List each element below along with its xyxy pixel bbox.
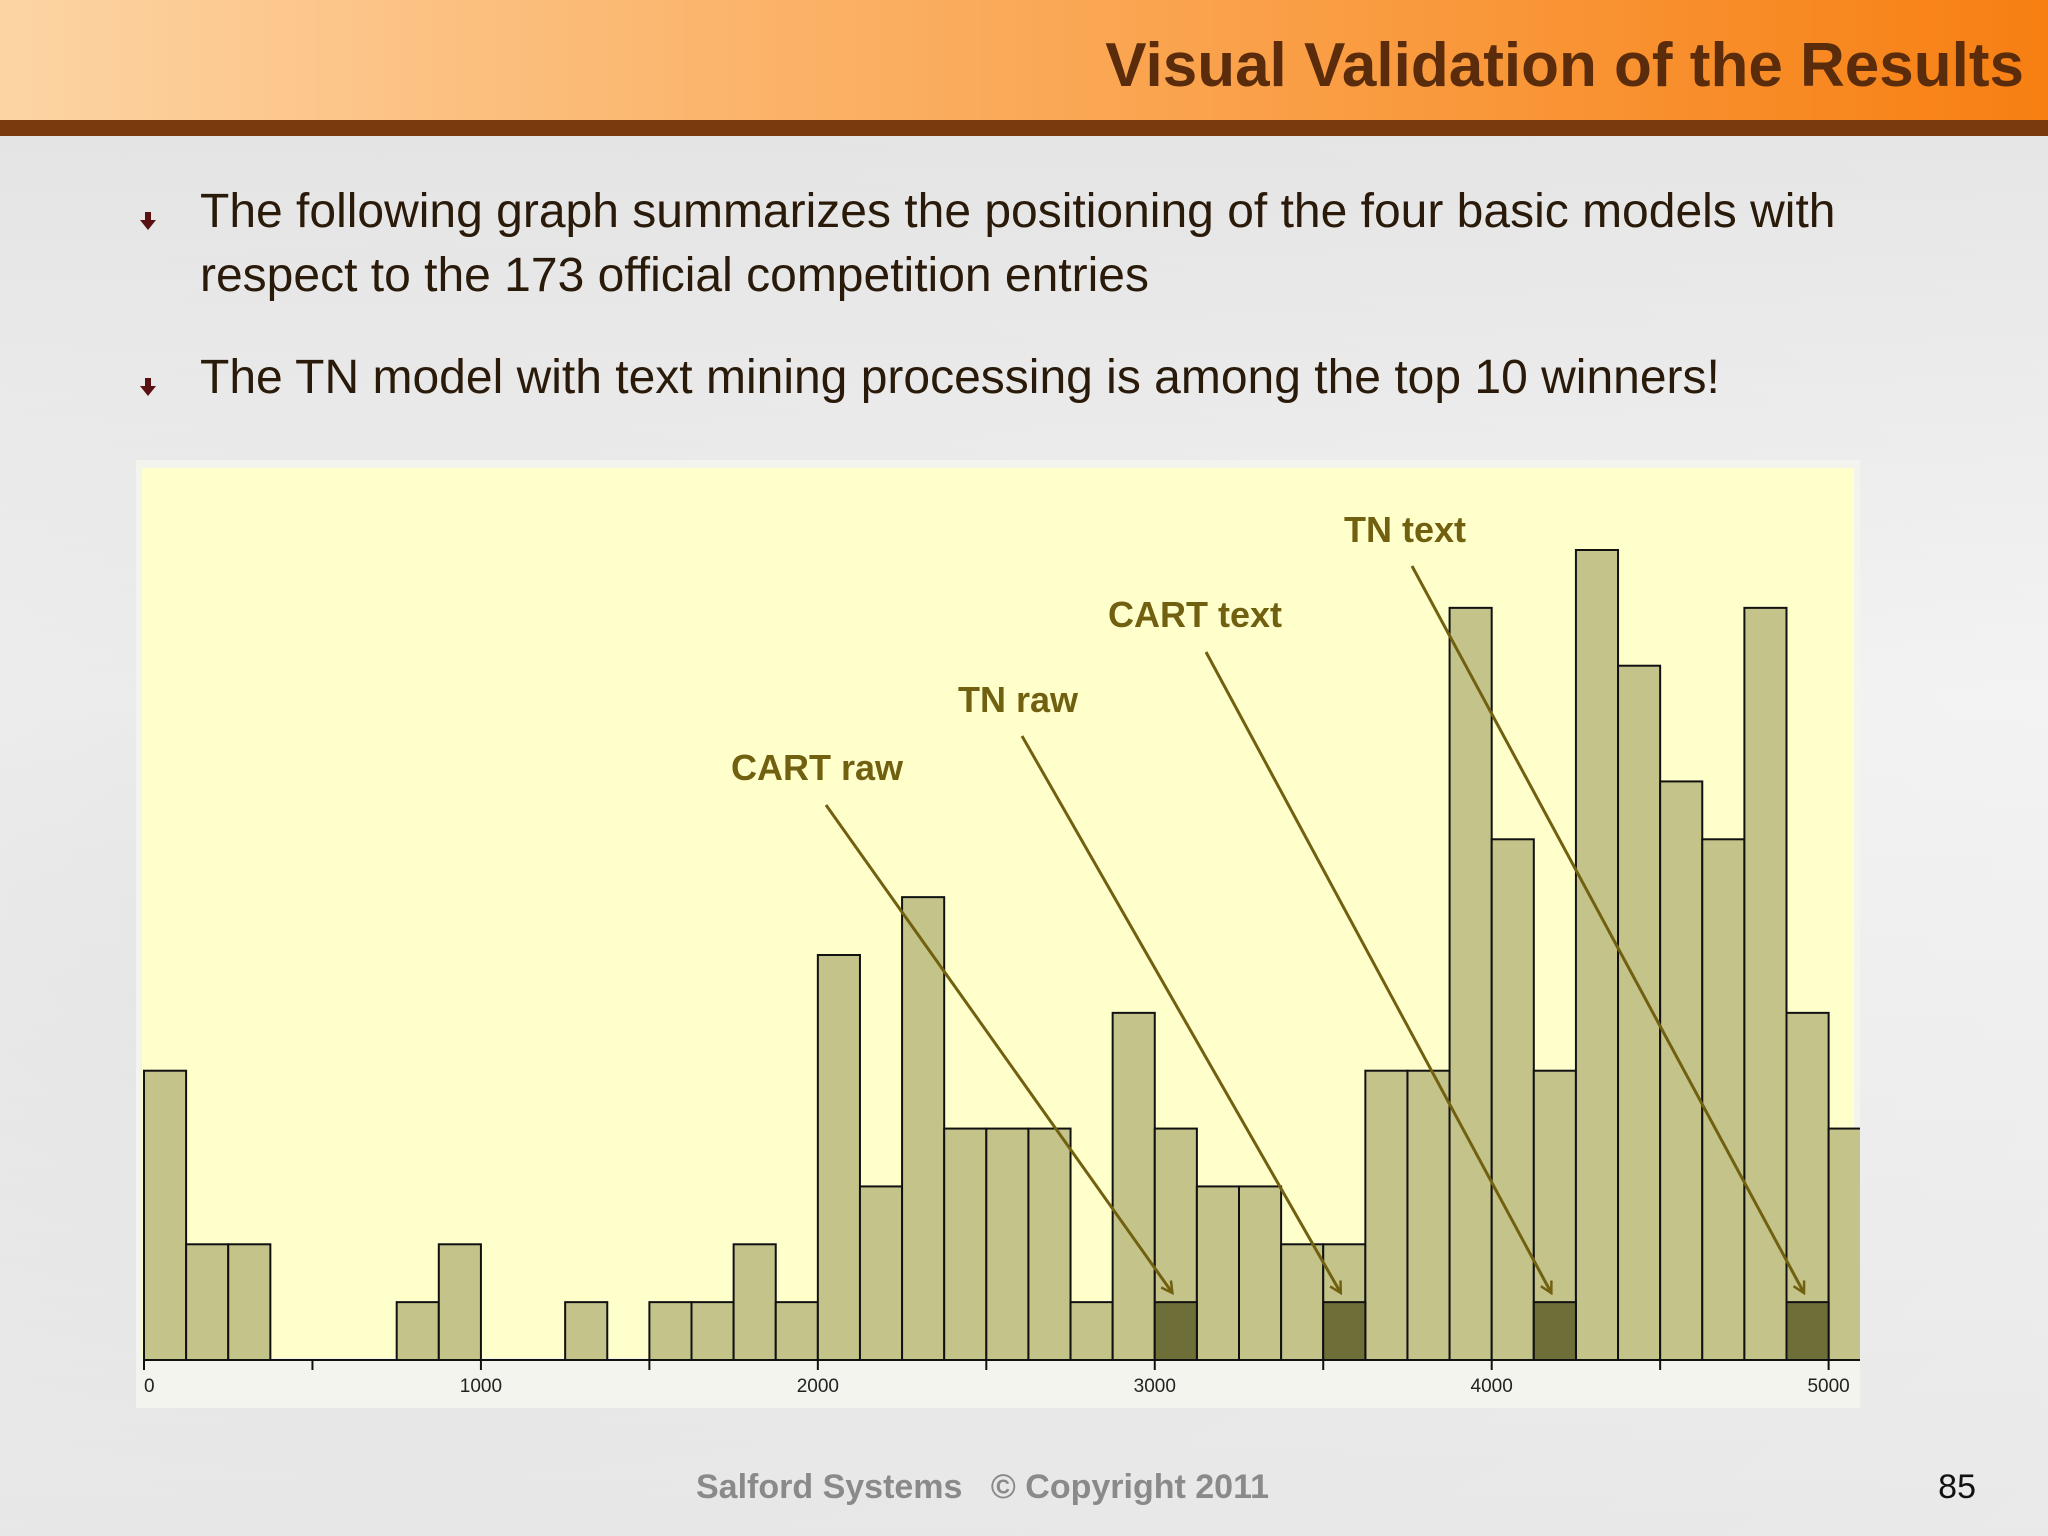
annotation-arrow	[1204, 651, 1551, 1292]
histogram-chart: 0 1000 2000 3000 4000 5000 CART raw TN raw CART…	[136, 460, 1860, 1408]
histogram-bar	[227, 1243, 272, 1361]
annotation-label: CART raw	[731, 747, 904, 788]
highlighted-model-bar	[1322, 1301, 1367, 1362]
histogram-bar	[943, 1127, 988, 1361]
bullet-arrow-icon	[140, 378, 156, 398]
highlighted-model-bar	[1532, 1301, 1577, 1362]
annotation-label: CART text	[1108, 594, 1282, 635]
title-underline	[0, 120, 2048, 136]
histogram-bar	[1574, 549, 1620, 1361]
histogram-bar	[1490, 838, 1535, 1361]
histogram-bar	[143, 1069, 188, 1361]
histogram-bar	[732, 1243, 777, 1361]
histogram-bar	[1364, 1069, 1409, 1361]
x-tick-label: 3000	[1134, 1376, 1176, 1397]
annotation-arrow	[1410, 565, 1804, 1292]
histogram-bar	[648, 1301, 693, 1362]
footer-copyright: Salford Systems © Copyright 2011	[696, 1468, 1270, 1506]
title-banner	[0, 0, 2048, 120]
x-tick-label: 0	[144, 1376, 155, 1397]
histogram-bar	[564, 1301, 609, 1362]
bullet-arrow-icon	[140, 212, 156, 232]
histogram-bar	[395, 1301, 440, 1362]
histogram-bar	[901, 896, 946, 1361]
histogram-bar	[1448, 606, 1493, 1362]
histogram-bar	[1027, 1127, 1072, 1361]
histogram-bar	[774, 1301, 819, 1362]
histogram-bar	[185, 1243, 230, 1361]
annotation-label: TN text	[1344, 509, 1466, 550]
histogram-bar	[1701, 838, 1746, 1361]
x-tick-label: 4000	[1471, 1376, 1513, 1397]
highlighted-model-bar	[1785, 1301, 1830, 1362]
slide-title: Visual Validation of the Results	[1105, 31, 2024, 100]
histogram-bar	[1827, 1127, 1860, 1361]
x-tick-label: 1000	[460, 1376, 502, 1397]
histogram-bar	[985, 1127, 1030, 1361]
annotation-arrow	[824, 804, 1172, 1292]
histogram-bar	[690, 1301, 735, 1362]
bullet-text-1: The following graph summarizes the posit…	[200, 185, 1836, 302]
histogram-bar	[1111, 1011, 1156, 1361]
bullet-text-2: The TN model with text mining processing…	[200, 351, 1720, 404]
histogram-bar	[816, 954, 861, 1361]
histogram-bar	[1195, 1185, 1241, 1362]
histogram-bar	[858, 1185, 904, 1362]
x-tick-label: 2000	[797, 1376, 839, 1397]
histogram-bar	[1238, 1185, 1283, 1362]
histogram-bar	[1406, 1069, 1451, 1361]
x-tick-label: 5000	[1807, 1376, 1849, 1397]
page-number: 85	[1938, 1468, 1976, 1506]
histogram-bar	[437, 1243, 482, 1361]
histogram-bar	[1659, 780, 1704, 1361]
histogram-bar	[1280, 1243, 1325, 1361]
annotation-label: TN raw	[958, 679, 1079, 720]
histogram-bar	[1069, 1301, 1114, 1362]
highlighted-model-bar	[1153, 1301, 1198, 1362]
annotation-arrow	[1020, 735, 1340, 1292]
